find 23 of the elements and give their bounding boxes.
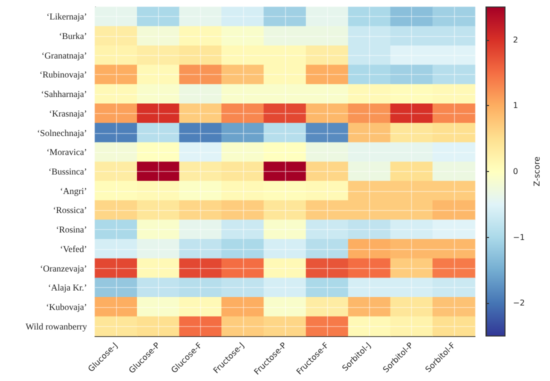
color-bar-label: −1 <box>513 232 525 242</box>
color-bar-label: 0 <box>513 167 518 176</box>
color-bar-label: 1 <box>513 101 518 110</box>
y-tick-label: ‘Alaja Kr.’ <box>48 282 87 293</box>
color-bar-title: Z-score <box>532 156 542 186</box>
y-tick-label: ‘Angri’ <box>60 186 87 196</box>
y-tick-label: ‘Likernaja’ <box>46 12 87 22</box>
y-tick-label: ‘Sahharnaja’ <box>41 89 87 100</box>
y-tick-label: ‘Kubovaja’ <box>46 302 87 312</box>
y-tick-label: ‘Krasnaja’ <box>49 108 87 118</box>
y-tick-label: ‘Bussinca’ <box>48 166 87 176</box>
color-bar-label: −2 <box>513 298 525 308</box>
y-tick-label: ‘Solnechnaja’ <box>37 128 87 138</box>
y-tick-label: ‘Vefed’ <box>60 244 87 254</box>
color-bar-label: 2 <box>513 35 518 44</box>
y-tick-label: ‘Oranzevaja’ <box>40 263 87 274</box>
y-tick-label: ‘Rossica’ <box>53 205 87 216</box>
y-tick-label: ‘Rosina’ <box>56 224 87 235</box>
y-tick-label: ‘Granatnaja’ <box>42 50 87 60</box>
y-tick-label: ‘Rubinovaja’ <box>40 70 87 80</box>
y-tick-label: Wild rowanberry <box>26 321 88 332</box>
y-tick-label: ‘Moravica’ <box>46 147 87 158</box>
y-tick-label: ‘Burka’ <box>59 31 87 42</box>
